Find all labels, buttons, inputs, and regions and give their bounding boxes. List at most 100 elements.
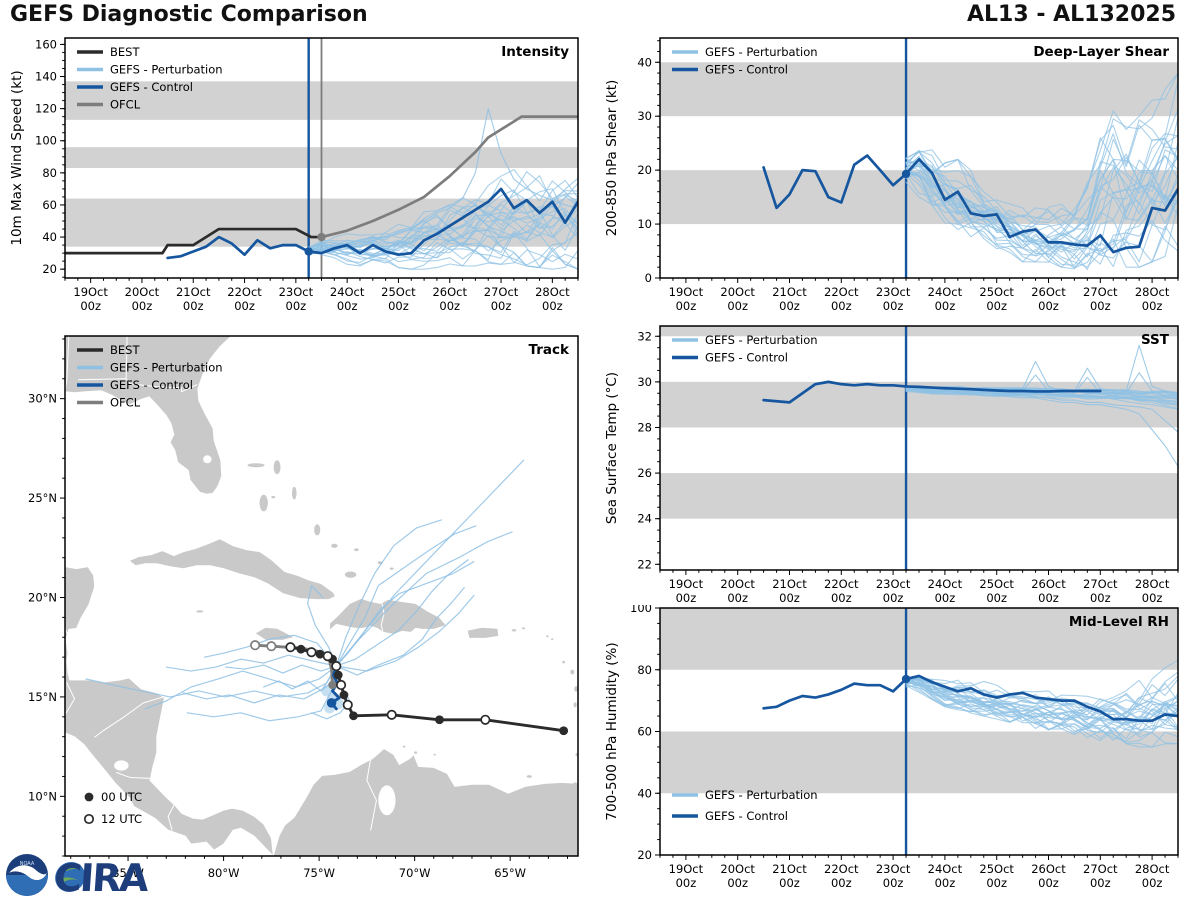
svg-text:00z: 00z: [883, 299, 904, 313]
svg-text:00z: 00z: [1142, 299, 1163, 313]
svg-text:160: 160: [35, 37, 57, 51]
series-ofcl: [320, 115, 578, 239]
svg-text:60: 60: [637, 725, 652, 739]
svg-text:19Oct: 19Oct: [73, 285, 108, 299]
panel-title: Track: [529, 342, 570, 358]
svg-text:BEST: BEST: [110, 45, 140, 59]
svg-text:00z: 00z: [883, 876, 904, 890]
svg-text:00z: 00z: [234, 299, 255, 313]
legend: GEFS - Perturbation GEFS - Control: [672, 45, 818, 77]
svg-text:00z: 00z: [183, 299, 204, 313]
svg-text:27Oct: 27Oct: [1083, 862, 1118, 876]
svg-text:27Oct: 27Oct: [1083, 577, 1118, 591]
svg-text:21Oct: 21Oct: [772, 577, 807, 591]
track-map: 65°W 70°W 75°W 80°W 85°W 10°N 15°N 20°N 25°N 30°N…: [28, 335, 579, 880]
svg-text:22Oct: 22Oct: [824, 577, 859, 591]
land-masses: [65, 336, 578, 856]
country-borders: [65, 336, 385, 839]
svg-text:22Oct: 22Oct: [227, 285, 262, 299]
svg-text:00z: 00z: [388, 299, 409, 313]
svg-text:19Oct: 19Oct: [669, 862, 704, 876]
svg-text:00z: 00z: [1038, 876, 1059, 890]
svg-text:00z: 00z: [727, 876, 748, 890]
map-axes: 65°W 70°W 75°W 80°W 85°W 10°N 15°N 20°N 25°N 30°N: [28, 335, 579, 880]
svg-text:00z: 00z: [831, 299, 852, 313]
svg-text:00 UTC: 00 UTC: [101, 790, 142, 804]
svg-text:100: 100: [630, 605, 652, 615]
svg-text:12 UTC: 12 UTC: [101, 812, 142, 826]
series-dots: [901, 674, 911, 684]
svg-text:28: 28: [637, 420, 652, 434]
svg-text:00z: 00z: [986, 299, 1007, 313]
svg-text:28Oct: 28Oct: [535, 285, 570, 299]
svg-text:00z: 00z: [986, 591, 1007, 605]
svg-text:26Oct: 26Oct: [432, 285, 467, 299]
category-bands: [660, 62, 1178, 225]
svg-text:00z: 00z: [831, 591, 852, 605]
svg-text:00z: 00z: [831, 876, 852, 890]
shear-axes: 19Oct00z20Oct00z21Oct00z22Oct00z23Oct00z…: [604, 37, 1179, 313]
svg-text:20: 20: [637, 163, 652, 177]
svg-text:40: 40: [637, 55, 652, 69]
svg-text:OFCL: OFCL: [110, 396, 141, 410]
svg-text:00z: 00z: [491, 299, 512, 313]
svg-text:00z: 00z: [676, 591, 697, 605]
svg-text:80: 80: [42, 166, 57, 180]
svg-text:22Oct: 22Oct: [824, 862, 859, 876]
rh-plot-area: [660, 608, 1178, 855]
panel-title: SST: [1141, 332, 1170, 348]
svg-text:Sea Surface Temp (°C): Sea Surface Temp (°C): [604, 372, 620, 524]
svg-text:GEFS - Control: GEFS - Control: [110, 378, 193, 392]
svg-text:CIRA: CIRA: [53, 856, 151, 899]
svg-text:GEFS - Perturbation: GEFS - Perturbation: [705, 788, 818, 802]
svg-text:80°W: 80°W: [208, 866, 240, 880]
svg-text:23Oct: 23Oct: [876, 862, 911, 876]
series-control: [166, 187, 578, 260]
series-best: [65, 227, 326, 255]
sst-axes: 19Oct00z20Oct00z21Oct00z22Oct00z23Oct00z…: [604, 325, 1179, 605]
svg-text:24Oct: 24Oct: [928, 862, 963, 876]
svg-text:28Oct: 28Oct: [1135, 862, 1170, 876]
svg-text:28Oct: 28Oct: [1135, 285, 1170, 299]
svg-text:26Oct: 26Oct: [1031, 862, 1066, 876]
svg-text:60: 60: [42, 198, 57, 212]
svg-text:20: 20: [637, 848, 652, 862]
svg-text:65°W: 65°W: [494, 866, 526, 880]
svg-text:GEFS - Perturbation: GEFS - Perturbation: [110, 361, 223, 375]
svg-text:00z: 00z: [1090, 299, 1111, 313]
svg-text:70°W: 70°W: [399, 866, 431, 880]
svg-text:24Oct: 24Oct: [330, 285, 365, 299]
svg-text:00z: 00z: [1142, 591, 1163, 605]
legend: BEST GEFS - Perturbation GEFS - Control OFC…: [77, 45, 223, 112]
svg-text:20Oct: 20Oct: [125, 285, 160, 299]
svg-text:85°W: 85°W: [112, 866, 144, 880]
svg-text:00z: 00z: [1090, 591, 1111, 605]
svg-text:19Oct: 19Oct: [669, 577, 704, 591]
legend: GEFS - Perturbation GEFS - Control: [672, 333, 818, 365]
svg-text:Intensity: Intensity: [501, 44, 569, 60]
noaa-logo-icon: NOAA: [6, 854, 48, 896]
svg-text:23Oct: 23Oct: [876, 577, 911, 591]
svg-text:26Oct: 26Oct: [1031, 577, 1066, 591]
series-dots: [304, 232, 326, 256]
svg-text:10°N: 10°N: [28, 789, 57, 803]
series-control: [762, 154, 1178, 254]
sst-chart: 19Oct00z20Oct00z21Oct00z22Oct00z23Oct00z…: [604, 325, 1179, 605]
svg-text:120: 120: [35, 102, 57, 116]
svg-text:25°N: 25°N: [28, 491, 57, 505]
series-dots: [901, 169, 911, 179]
intensity-chart: 19Oct00z20Oct00z21Oct00z22Oct00z23Oct00z…: [9, 37, 579, 313]
legend: GEFS - Perturbation GEFS - Control: [672, 788, 818, 823]
svg-text:25Oct: 25Oct: [979, 862, 1014, 876]
svg-text:23Oct: 23Oct: [876, 285, 911, 299]
svg-text:10m Max Wind Speed (kt): 10m Max Wind Speed (kt): [9, 70, 25, 245]
panel-title: Deep-Layer Shear: [1033, 44, 1169, 60]
svg-text:20Oct: 20Oct: [720, 862, 755, 876]
svg-text:100: 100: [35, 134, 57, 148]
svg-text:BEST: BEST: [110, 343, 140, 357]
svg-text:140: 140: [35, 70, 57, 84]
svg-text:00z: 00z: [986, 876, 1007, 890]
gefs-perturbation-members: [905, 659, 1178, 748]
svg-text:700-500 hPa Humidity (%): 700-500 hPa Humidity (%): [604, 642, 620, 820]
